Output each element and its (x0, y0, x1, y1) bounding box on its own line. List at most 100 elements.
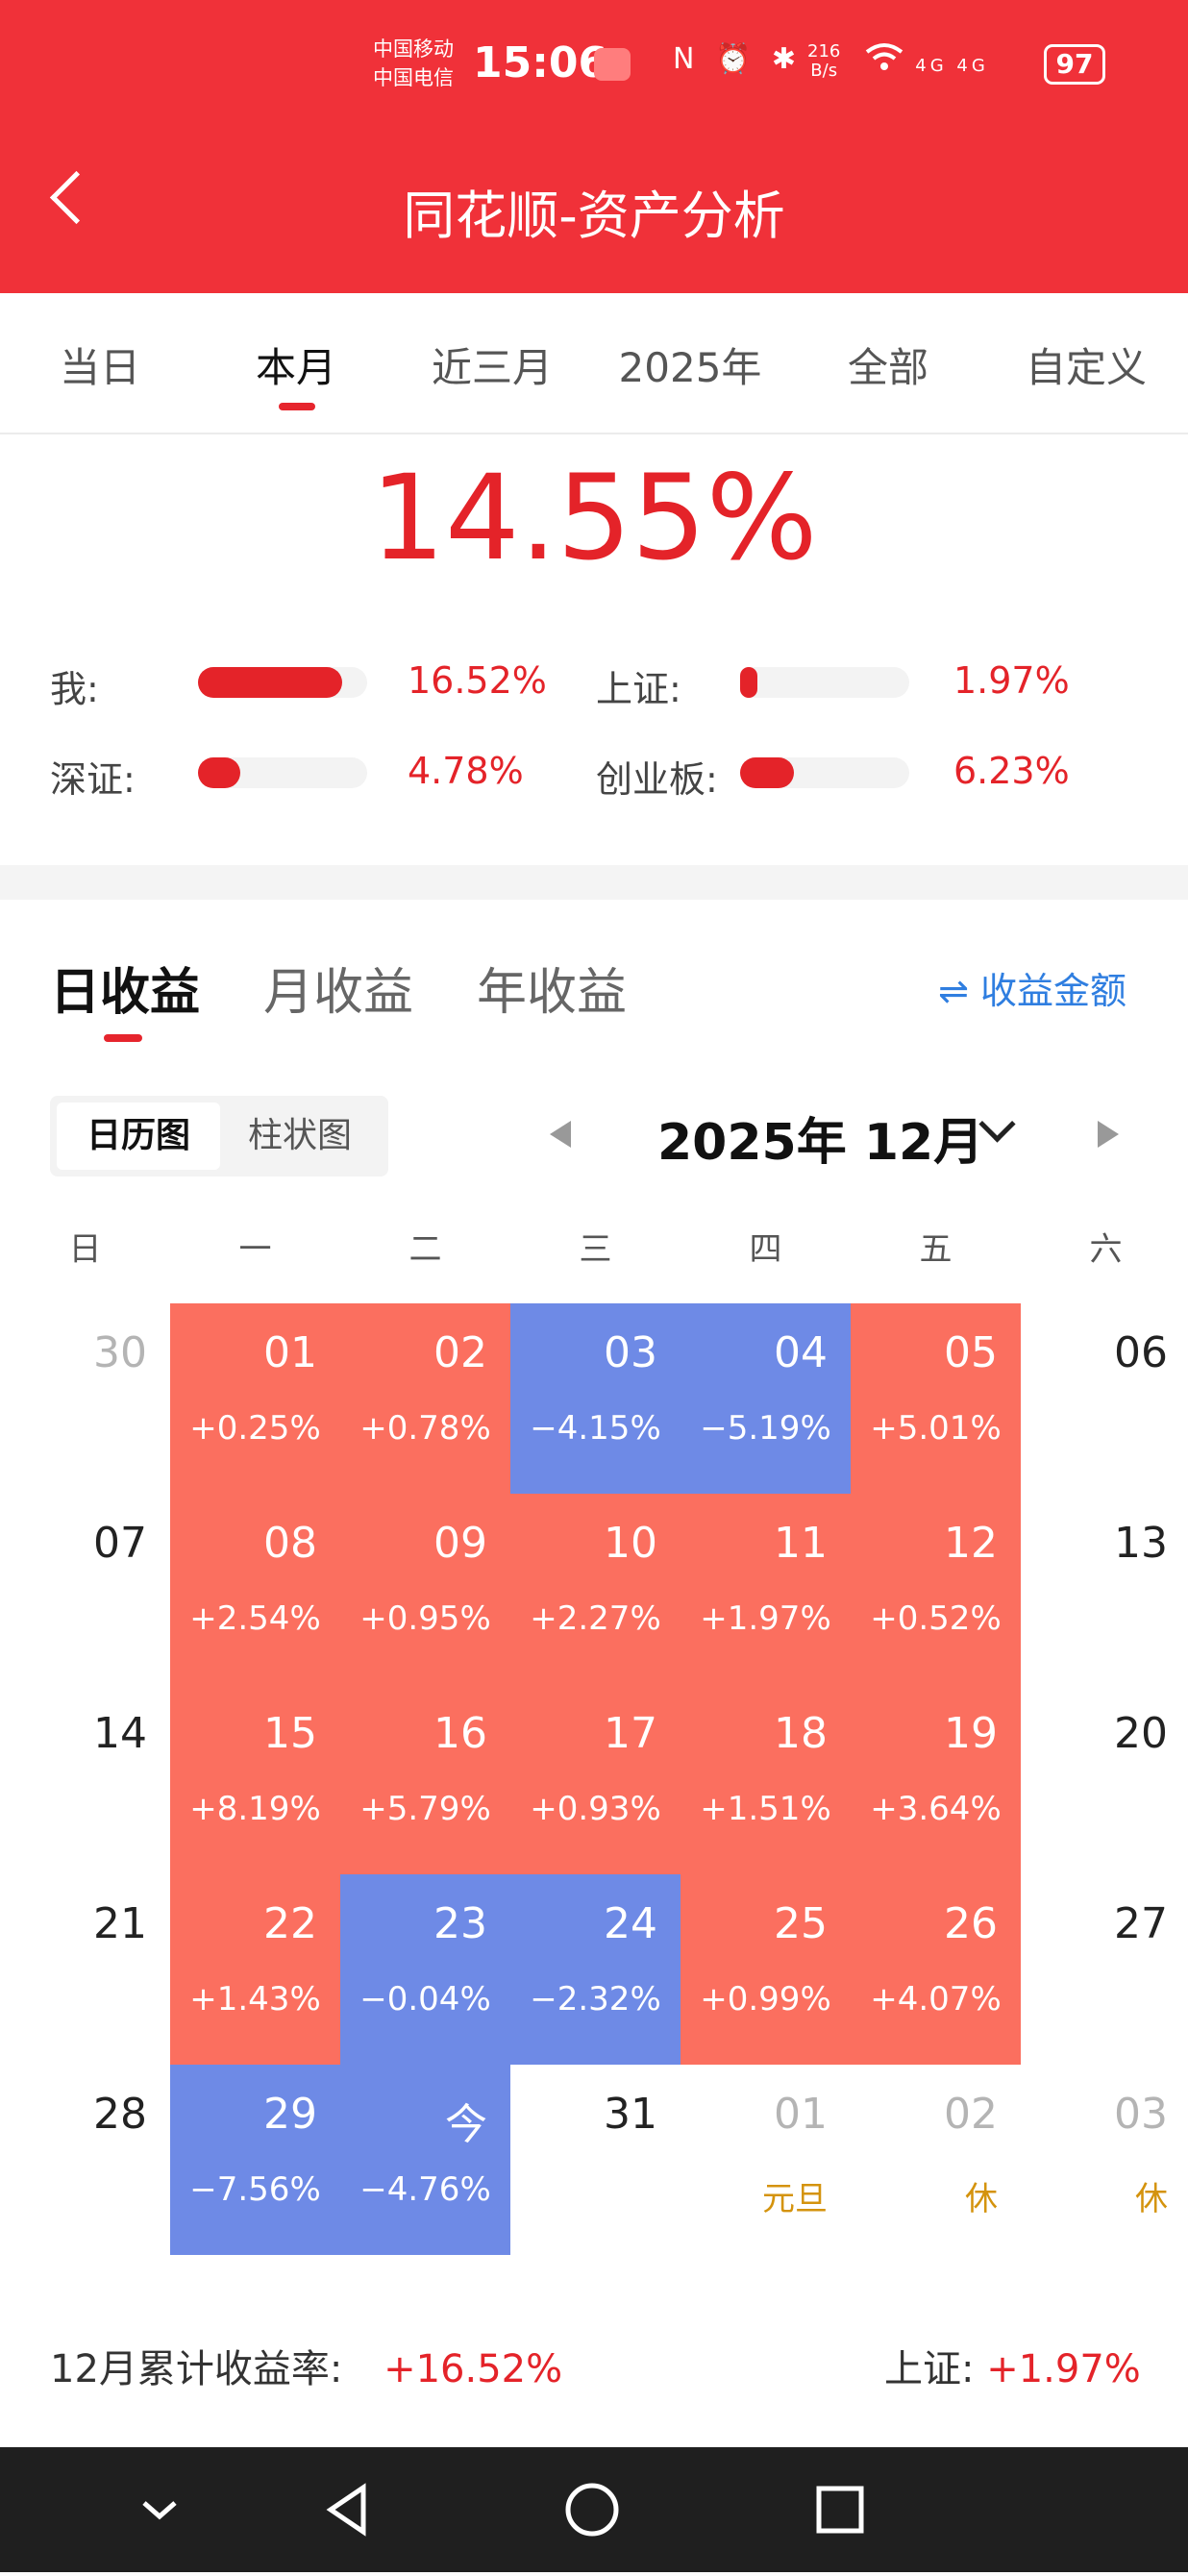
calendar-day[interactable]: 今 −4.76% (340, 2065, 510, 2255)
view-toggle: 日历图 柱状图 (50, 1096, 388, 1177)
calendar-day[interactable]: 27 (1021, 1874, 1188, 2065)
calendar-day[interactable]: 03 −4.15% (510, 1303, 681, 1494)
calendar-day[interactable]: 13 (1021, 1494, 1188, 1684)
calendar-day[interactable]: 01 +0.25% (170, 1303, 340, 1494)
cmp-label-chinext: 创业板: (596, 758, 718, 801)
cmp-label-me: 我: (50, 668, 99, 710)
calendar-day[interactable]: 05 +5.01% (851, 1303, 1021, 1494)
calendar-day[interactable]: 20 (1021, 1684, 1188, 1874)
system-nav-bar (0, 2447, 1188, 2572)
day-number: 09 (433, 1519, 487, 1568)
nav-home-icon[interactable] (534, 2447, 650, 2572)
calendar-day[interactable]: 17 +0.93% (510, 1684, 681, 1874)
month-summary-value: +16.52% (384, 2347, 563, 2391)
day-number: 22 (263, 1899, 317, 1948)
calendar-day[interactable]: 25 +0.99% (681, 1874, 851, 2065)
wifi-icon (865, 43, 915, 78)
chevron-down-icon[interactable] (978, 1105, 1016, 1143)
calendar-day[interactable]: 15 +8.19% (170, 1684, 340, 1874)
nav-back-icon[interactable] (288, 2447, 404, 2572)
day-number: 11 (774, 1519, 828, 1568)
tab-2025[interactable]: 2025年 (618, 344, 762, 391)
day-number: 27 (1114, 1899, 1168, 1948)
calendar-day[interactable]: 22 +1.43% (170, 1874, 340, 2065)
cmp-fill-shanghai (740, 667, 757, 698)
weekday-label: 日 (68, 1230, 102, 1269)
cmp-value-chinext: 6.23% (953, 750, 1070, 792)
calendar-day[interactable]: 16 +5.79% (340, 1684, 510, 1874)
calendar-day[interactable]: 04 −5.19% (681, 1303, 851, 1494)
tab-monthly-return[interactable]: 月收益 (263, 964, 414, 1022)
calendar-day[interactable]: 01 元旦 (681, 2065, 851, 2255)
next-month-icon[interactable] (1098, 1121, 1119, 1148)
day-return: −7.56% (189, 2170, 321, 2209)
weekday-label: 三 (579, 1230, 612, 1269)
page-title: 同花顺-资产分析 (403, 186, 785, 246)
calendar-day[interactable]: 23 −0.04% (340, 1874, 510, 2065)
view-calendar-button[interactable]: 日历图 (57, 1102, 220, 1170)
day-number: 14 (93, 1709, 147, 1758)
day-return: +0.99% (700, 1980, 831, 2019)
cellular-icon: 4G 4G (915, 56, 989, 76)
tab-today[interactable]: 当日 (59, 344, 140, 391)
day-number: 01 (263, 1328, 317, 1377)
calendar-day[interactable]: 08 +2.54% (170, 1494, 340, 1684)
index-summary-value: +1.97% (986, 2347, 1141, 2391)
calendar-day[interactable]: 02 休 (851, 2065, 1021, 2255)
switch-amount-button[interactable]: ⇌ 收益金额 (938, 961, 1126, 1014)
range-tabs: 当日 本月 近三月 2025年 全部 自定义 (0, 293, 1188, 434)
carrier-2: 中国电信 (373, 66, 454, 89)
weekday-label: 二 (408, 1230, 442, 1269)
tab-yearly-return[interactable]: 年收益 (477, 964, 628, 1022)
calendar-day[interactable]: 02 +0.78% (340, 1303, 510, 1494)
cmp-bar-me (198, 667, 367, 698)
tab-daily-return[interactable]: 日收益 (50, 964, 201, 1022)
tab-this-month[interactable]: 本月 (255, 344, 336, 391)
nav-recents-icon[interactable] (782, 2447, 898, 2572)
calendar-day[interactable]: 03 休 (1021, 2065, 1188, 2255)
calendar-day[interactable]: 18 +1.51% (681, 1684, 851, 1874)
view-bar-button[interactable]: 柱状图 (247, 1116, 352, 1155)
day-number: 07 (93, 1519, 147, 1568)
calendar-day[interactable]: 06 (1021, 1303, 1188, 1494)
calendar-day[interactable]: 12 +0.52% (851, 1494, 1021, 1684)
prev-month-icon[interactable] (550, 1121, 571, 1148)
weekday-label: 五 (919, 1230, 953, 1269)
day-number: 19 (944, 1709, 998, 1758)
calendar-day[interactable]: 10 +2.27% (510, 1494, 681, 1684)
calendar-day[interactable]: 14 (0, 1684, 170, 1874)
calendar-day[interactable]: 29 −7.56% (170, 2065, 340, 2255)
day-number: 01 (774, 2090, 828, 2139)
period-tab-indicator (104, 1034, 142, 1042)
nav-hide-keyboard-icon[interactable] (102, 2447, 217, 2572)
day-return: +1.43% (189, 1980, 321, 2019)
cmp-fill-chinext (740, 757, 795, 788)
day-return: +5.01% (870, 1409, 1002, 1448)
speed-unit: B/s (810, 61, 838, 81)
calendar-day[interactable]: 07 (0, 1494, 170, 1684)
day-return: −0.04% (359, 1980, 491, 2019)
month-selector[interactable]: 2025年 12月 (657, 1114, 984, 1172)
calendar-day[interactable]: 19 +3.64% (851, 1684, 1021, 1874)
calendar-day[interactable]: 31 (510, 2065, 681, 2255)
swap-icon: ⇌ (938, 970, 969, 1012)
day-return: +4.07% (870, 1980, 1002, 2019)
cmp-label-shanghai: 上证: (596, 668, 681, 710)
calendar-day[interactable]: 26 +4.07% (851, 1874, 1021, 2065)
tab-three-months[interactable]: 近三月 (431, 344, 553, 391)
tab-all[interactable]: 全部 (847, 344, 928, 391)
calendar-day[interactable]: 28 (0, 2065, 170, 2255)
day-number: 23 (433, 1899, 487, 1948)
carrier-1: 中国移动 (373, 37, 454, 61)
calendar-day[interactable]: 24 −2.32% (510, 1874, 681, 2065)
calendar-day[interactable]: 21 (0, 1874, 170, 2065)
calendar-day[interactable]: 11 +1.97% (681, 1494, 851, 1684)
calendar-day[interactable]: 09 +0.95% (340, 1494, 510, 1684)
day-return: +0.52% (870, 1599, 1002, 1638)
cmp-value-me: 16.52% (408, 659, 547, 702)
cmp-fill-me (198, 667, 342, 698)
calendar-day[interactable]: 30 (0, 1303, 170, 1494)
tab-custom[interactable]: 自定义 (1025, 344, 1147, 391)
day-return: −4.76% (359, 2170, 491, 2209)
cmp-value-shenzhen: 4.78% (408, 750, 524, 792)
